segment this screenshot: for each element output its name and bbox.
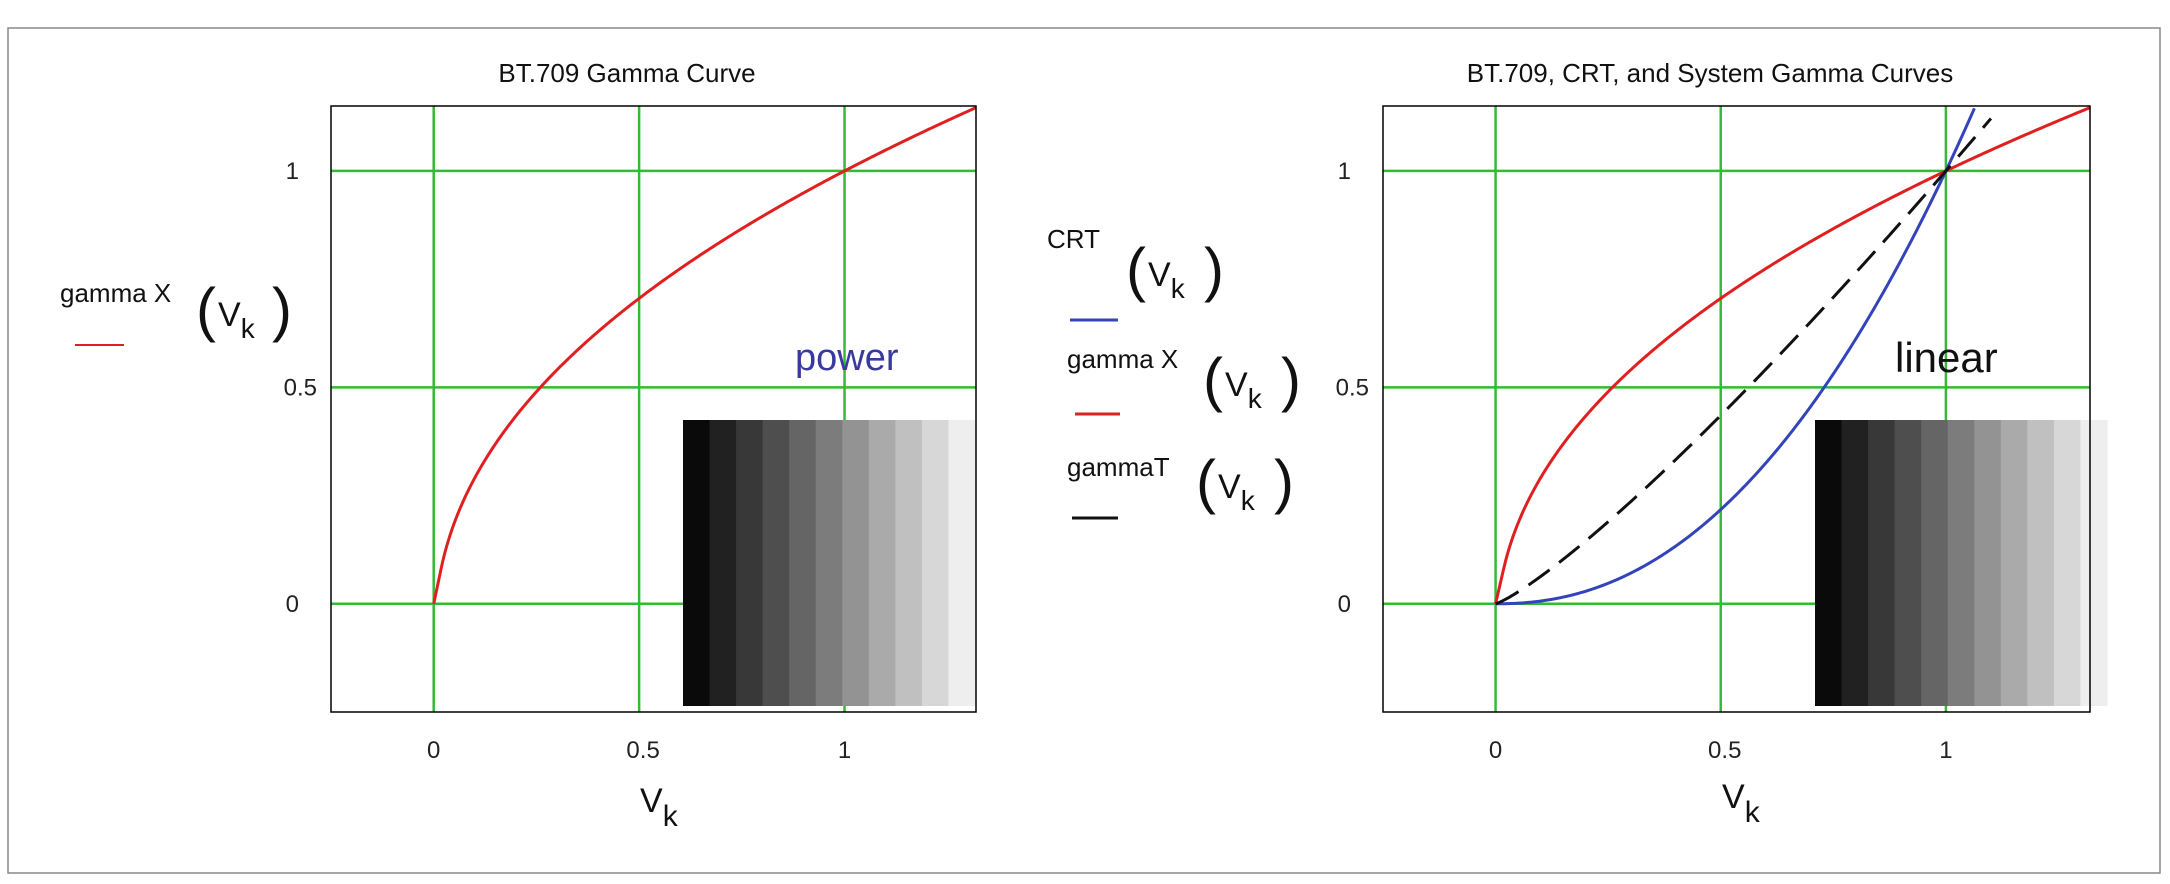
x-tick-label: 0.5 xyxy=(626,737,659,764)
swatch-step xyxy=(1841,420,1869,706)
swatch-step xyxy=(868,420,896,706)
swatch-step xyxy=(895,420,923,706)
legend-arg: Vk xyxy=(1148,256,1186,304)
x-tick-label: 1 xyxy=(1939,737,1952,764)
series-line-crt xyxy=(1495,107,1976,606)
legend-arg: Vk xyxy=(1225,366,1263,414)
power-annotation: power xyxy=(795,337,899,379)
legend-arg-sub: k xyxy=(1171,273,1186,304)
y-tick-label: 0.5 xyxy=(1336,374,1369,401)
legend-arg-main: V xyxy=(218,296,241,334)
swatch-step xyxy=(2027,420,2055,706)
swatch-step xyxy=(709,420,737,706)
x-axis-label: Vk xyxy=(1722,778,1761,829)
x-axis-label-sub: k xyxy=(1745,796,1761,829)
legend-label-gammat: gammaT xyxy=(1067,452,1170,482)
swatch-step xyxy=(789,420,817,706)
legend-item-gamma-x: gamma X ( Vk ) xyxy=(1067,344,1301,416)
legend-paren-close: ) xyxy=(272,276,292,343)
x-tick-label: 1 xyxy=(838,737,851,764)
x-axis-label-sub: k xyxy=(663,800,679,833)
legend-arg-main: V xyxy=(1218,468,1241,506)
legend-paren-open: ( xyxy=(1196,448,1216,515)
y-tick-label: 0.5 xyxy=(284,374,317,401)
legend-item-gammat: gammaT ( Vk ) xyxy=(1067,448,1294,520)
legend-paren-close: ) xyxy=(1204,236,1224,303)
legend-arg-sub: k xyxy=(1248,383,1263,414)
grayscale-swatch xyxy=(683,420,976,706)
legend-label-gamma-x: gamma X xyxy=(1067,344,1178,374)
swatch-step xyxy=(1947,420,1975,706)
legend: gamma X ( Vk ) xyxy=(60,276,292,346)
series-line-bt709 xyxy=(1494,106,2091,605)
legend-paren-open: ( xyxy=(1203,346,1223,413)
legend-right-chart: CRT ( Vk ) gamma X ( Vk ) gammaT ( Vk ) xyxy=(1047,224,1301,520)
swatch-step xyxy=(1868,420,1896,706)
swatch-step xyxy=(1894,420,1922,706)
legend-arg-main: V xyxy=(1225,366,1248,404)
swatch-step xyxy=(1921,420,1949,706)
chart-system-gamma: BT.709, CRT, and System Gamma Curves 0 0… xyxy=(1336,58,2108,829)
legend-paren-open: ( xyxy=(196,276,216,343)
legend-arg-sub: k xyxy=(1241,485,1256,516)
figure-frame xyxy=(7,27,2161,874)
chart-title: BT.709 Gamma Curve xyxy=(498,58,755,88)
swatch-step xyxy=(762,420,790,706)
y-tick-label: 0 xyxy=(286,591,299,618)
swatch-step xyxy=(948,420,976,706)
x-axis-label-main: V xyxy=(640,782,663,820)
y-tick-label: 1 xyxy=(286,158,299,185)
swatch-step xyxy=(921,420,950,706)
swatch-step xyxy=(1815,420,1843,706)
legend-label-crt: CRT xyxy=(1047,224,1100,254)
legend-arg-main: V xyxy=(1148,256,1171,294)
legend-item-crt: CRT ( Vk ) xyxy=(1047,224,1224,322)
x-tick-label: 0 xyxy=(1489,737,1502,764)
series-lines xyxy=(432,106,977,605)
swatch-step xyxy=(2053,420,2082,706)
series-line-bt709 xyxy=(432,106,977,605)
x-axis-label: Vk xyxy=(640,782,679,833)
x-axis-label-main: V xyxy=(1722,778,1745,816)
swatch-step xyxy=(736,420,764,706)
linear-annotation: linear xyxy=(1895,334,1998,381)
legend-paren-close: ) xyxy=(1274,448,1294,515)
grayscale-swatch xyxy=(1815,420,2108,706)
swatch-step xyxy=(2000,420,2028,706)
chart-title: BT.709, CRT, and System Gamma Curves xyxy=(1467,58,1953,88)
series-lines xyxy=(1494,106,2091,606)
legend-arg-sub: k xyxy=(241,313,256,344)
chart-bt709: BT.709 Gamma Curve 0 0.5 1 0 0.5 1 Vk po… xyxy=(60,58,977,833)
swatch-step xyxy=(842,420,870,706)
swatch-step xyxy=(815,420,843,706)
legend-arg: Vk xyxy=(1218,468,1256,516)
legend-label-gamma-x: gamma X xyxy=(60,278,171,308)
plot-frame xyxy=(330,105,977,713)
swatch-step xyxy=(1974,420,2002,706)
y-tick-label: 0 xyxy=(1338,591,1351,618)
plot-frame xyxy=(1382,105,2091,713)
legend-arg: Vk xyxy=(218,296,256,344)
x-tick-label: 0.5 xyxy=(1708,737,1741,764)
swatch-step xyxy=(2080,420,2108,706)
legend-paren-close: ) xyxy=(1281,346,1301,413)
legend-paren-open: ( xyxy=(1126,236,1146,303)
swatch-step xyxy=(683,420,711,706)
x-tick-label: 0 xyxy=(427,737,440,764)
y-tick-label: 1 xyxy=(1338,158,1351,185)
series-line-system xyxy=(1495,117,1993,606)
